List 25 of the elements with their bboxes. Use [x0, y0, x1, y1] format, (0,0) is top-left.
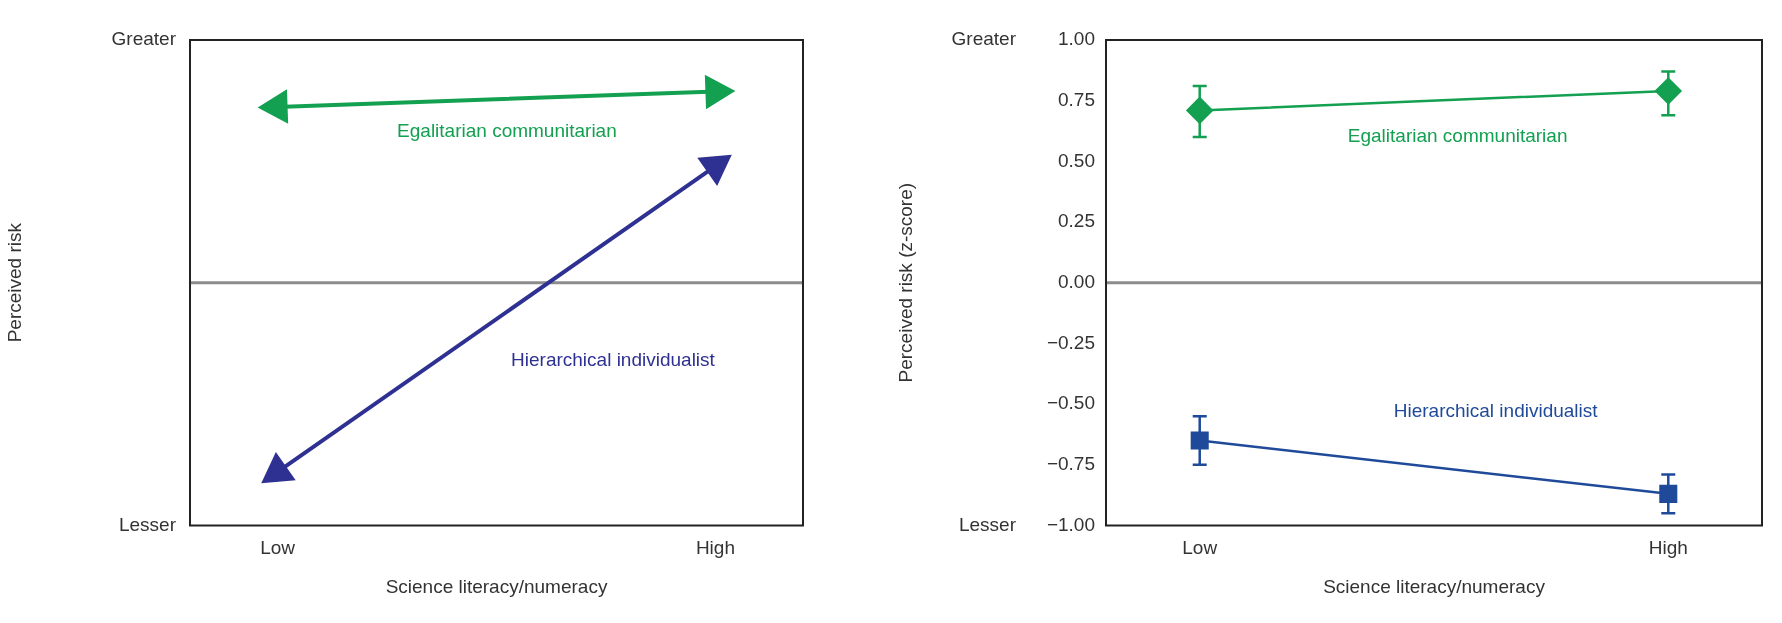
text: Lesser	[958, 513, 1017, 535]
y-tick-label: −1.00	[1046, 513, 1095, 535]
text: Greater	[111, 28, 177, 50]
x-tick-label: High	[1648, 537, 1688, 559]
y-axis-title: Perceived risk (z-score)	[894, 182, 916, 383]
series-label: Egalitarian communitarian	[1347, 125, 1568, 147]
y-tick-label: 1.00	[1058, 28, 1095, 50]
x-axis-title: Science literacy/numeracy	[1323, 575, 1546, 597]
y-tick-label: −0.75	[1046, 452, 1095, 474]
x-tick-label: Low	[260, 537, 296, 559]
text: Greater	[951, 28, 1017, 50]
text: Lesser	[118, 513, 177, 535]
series-label: Egalitarian communitarian	[397, 120, 617, 142]
y-tick-label: −0.50	[1046, 392, 1095, 414]
y-axis-title: Perceived risk	[3, 222, 25, 343]
y-tick-label: −0.25	[1046, 331, 1095, 353]
y-tick-label: 0.25	[1058, 210, 1095, 232]
y-tick-label: 0.00	[1058, 270, 1095, 292]
text: Hierarchical individualist	[1393, 399, 1599, 421]
series-label: Hierarchical individualist	[511, 348, 716, 370]
x-tick-label: Low	[1182, 537, 1218, 559]
y-tick-label: 0.50	[1058, 149, 1095, 171]
x-axis-title: Science literacy/numeracy	[385, 575, 608, 597]
x-tick-label: High	[695, 537, 735, 559]
y-tick-label: 0.75	[1058, 88, 1095, 110]
